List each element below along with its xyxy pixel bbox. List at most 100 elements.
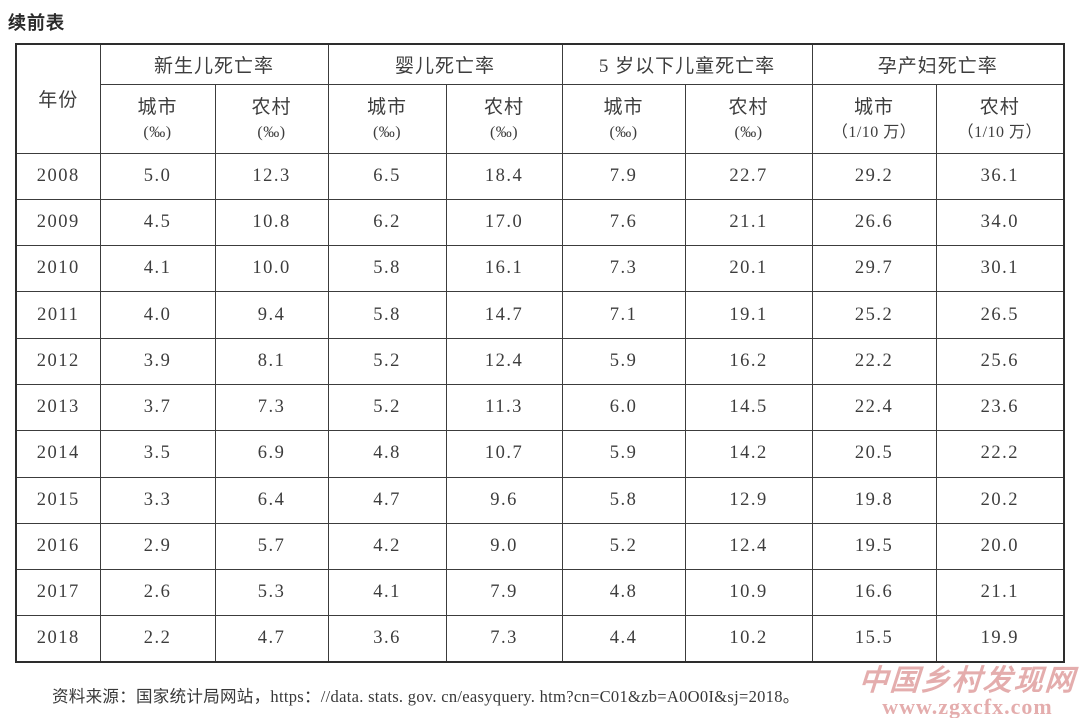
value-cell: 6.0 bbox=[561, 383, 686, 432]
value-cell: 19.5 bbox=[811, 522, 937, 571]
value-cell: 3.9 bbox=[99, 337, 216, 385]
subheader-unit-label: (‰) bbox=[489, 123, 519, 141]
year-cell: 2016 bbox=[15, 522, 101, 571]
subheader-under5-urban: 城市 (‰) bbox=[561, 83, 686, 154]
year-cell: 2010 bbox=[15, 245, 101, 293]
subheader-area-label: 农村 bbox=[484, 97, 525, 119]
subheader-unit-label: (‰) bbox=[734, 123, 763, 141]
table-subheader-row: 城市 (‰) 农村 (‰) 城市 (‰) 农村 (‰) 城市 (‰) bbox=[16, 83, 1065, 154]
subheader-infant-urban: 城市 (‰) bbox=[327, 83, 447, 154]
year-cell: 2018 bbox=[15, 615, 101, 663]
subheader-neonatal-urban: 城市 (‰) bbox=[99, 83, 216, 154]
group-header-under5-mortality: 5 岁以下儿童死亡率 bbox=[561, 43, 813, 85]
value-cell: 4.0 bbox=[99, 291, 216, 339]
subheader-unit-label: （1/10 万） bbox=[957, 123, 1043, 141]
value-cell: 5.3 bbox=[214, 569, 329, 617]
value-cell: 4.1 bbox=[327, 569, 447, 617]
value-cell: 9.6 bbox=[445, 476, 563, 524]
subheader-area-label: 农村 bbox=[251, 97, 292, 119]
value-cell: 7.3 bbox=[561, 245, 686, 293]
table-row: 2011 4.0 9.4 5.8 14.7 7.1 19.1 25.2 26.5 bbox=[15, 291, 1065, 339]
subheader-maternal-urban: 城市 （1/10 万） bbox=[811, 83, 937, 154]
table-row: 2010 4.1 10.0 5.8 16.1 7.3 20.1 29.7 30.1 bbox=[15, 245, 1065, 293]
value-cell: 6.4 bbox=[214, 476, 329, 524]
value-cell: 8.1 bbox=[214, 337, 329, 385]
mortality-table-body: 2008 5.0 12.3 6.5 18.4 7.9 22.7 29.2 36.1 2009 4.5… bbox=[15, 152, 1065, 663]
value-cell: 5.7 bbox=[214, 522, 329, 571]
table-row: 2008 5.0 12.3 6.5 18.4 7.9 22.7 29.2 36.1 bbox=[15, 152, 1065, 200]
watermark: 中国乡村发现网 www.zgxcfx.com bbox=[858, 665, 1077, 718]
subheader-under5-rural: 农村 (‰) bbox=[684, 83, 813, 154]
value-cell: 29.7 bbox=[811, 245, 937, 293]
value-cell: 21.1 bbox=[684, 198, 813, 247]
value-cell: 36.1 bbox=[935, 152, 1065, 200]
value-cell: 4.8 bbox=[561, 569, 686, 617]
table-row: 2014 3.5 6.9 4.8 10.7 5.9 14.2 20.5 22.2 bbox=[15, 430, 1065, 478]
value-cell: 10.0 bbox=[214, 245, 329, 293]
value-cell: 29.2 bbox=[811, 152, 937, 200]
subheader-area-label: 城市 bbox=[367, 97, 408, 119]
value-cell: 6.2 bbox=[327, 198, 447, 247]
table-row: 2018 2.2 4.7 3.6 7.3 4.4 10.2 15.5 19.9 bbox=[15, 615, 1065, 663]
year-cell: 2015 bbox=[15, 476, 101, 524]
value-cell: 34.0 bbox=[935, 198, 1065, 247]
value-cell: 20.5 bbox=[811, 430, 937, 478]
value-cell: 5.9 bbox=[561, 430, 686, 478]
value-cell: 5.2 bbox=[561, 522, 686, 571]
year-cell: 2011 bbox=[15, 291, 101, 339]
subheader-area-label: 城市 bbox=[603, 97, 644, 119]
value-cell: 22.2 bbox=[811, 337, 937, 385]
year-cell: 2013 bbox=[15, 383, 101, 432]
subheader-unit-label: (‰) bbox=[609, 123, 638, 141]
value-cell: 5.2 bbox=[327, 383, 447, 432]
value-cell: 10.2 bbox=[684, 615, 813, 663]
table-header: 年份 新生儿死亡率 婴儿死亡率 5 岁以下儿童死亡率 孕产妇死亡率 城市 (‰)… bbox=[15, 43, 1065, 154]
table-group-header-row: 年份 新生儿死亡率 婴儿死亡率 5 岁以下儿童死亡率 孕产妇死亡率 bbox=[15, 43, 1065, 154]
value-cell: 4.2 bbox=[327, 522, 447, 571]
value-cell: 19.1 bbox=[684, 291, 813, 339]
value-cell: 9.4 bbox=[214, 291, 329, 339]
value-cell: 5.2 bbox=[327, 337, 447, 385]
value-cell: 17.0 bbox=[445, 198, 563, 247]
watermark-url: www.zgxcfx.com bbox=[882, 694, 1053, 718]
value-cell: 23.6 bbox=[935, 383, 1065, 432]
value-cell: 2.9 bbox=[99, 522, 216, 571]
value-cell: 22.7 bbox=[684, 152, 813, 200]
table-row: 2009 4.5 10.8 6.2 17.0 7.6 21.1 26.6 34.0 bbox=[15, 198, 1065, 247]
year-cell: 2012 bbox=[15, 337, 101, 385]
value-cell: 4.1 bbox=[99, 245, 216, 293]
subheader-maternal-rural: 农村 （1/10 万） bbox=[935, 83, 1065, 154]
value-cell: 12.3 bbox=[214, 152, 329, 200]
value-cell: 10.9 bbox=[684, 569, 813, 617]
value-cell: 5.9 bbox=[561, 337, 686, 385]
value-cell: 26.5 bbox=[935, 291, 1065, 339]
value-cell: 14.5 bbox=[684, 383, 813, 432]
year-column-header: 年份 bbox=[15, 43, 101, 154]
value-cell: 2.6 bbox=[99, 569, 216, 617]
group-header-infant-mortality: 婴儿死亡率 bbox=[327, 43, 563, 85]
subheader-unit-label: (‰) bbox=[372, 123, 402, 141]
value-cell: 4.4 bbox=[561, 615, 686, 663]
value-cell: 5.8 bbox=[327, 291, 447, 339]
table-row: 2017 2.6 5.3 4.1 7.9 4.8 10.9 16.6 21.1 bbox=[15, 569, 1065, 617]
subheader-area-label: 城市 bbox=[854, 97, 895, 119]
value-cell: 14.7 bbox=[445, 291, 563, 339]
value-cell: 20.0 bbox=[935, 522, 1065, 571]
source-note: 资料来源：国家统计局网站，https：//data. stats. gov. c… bbox=[52, 687, 800, 706]
value-cell: 4.5 bbox=[99, 198, 216, 247]
subheader-infant-rural: 农村 (‰) bbox=[445, 83, 563, 154]
value-cell: 30.1 bbox=[935, 245, 1065, 293]
value-cell: 5.8 bbox=[327, 245, 447, 293]
value-cell: 5.8 bbox=[561, 476, 686, 524]
subheader-unit-label: (‰) bbox=[143, 123, 172, 141]
value-cell: 14.2 bbox=[684, 430, 813, 478]
value-cell: 9.0 bbox=[445, 522, 563, 571]
value-cell: 6.5 bbox=[327, 152, 447, 200]
value-cell: 4.7 bbox=[214, 615, 329, 663]
table-row: 2016 2.9 5.7 4.2 9.0 5.2 12.4 19.5 20.0 bbox=[15, 522, 1065, 571]
subheader-neonatal-rural: 农村 (‰) bbox=[214, 83, 329, 154]
value-cell: 19.8 bbox=[811, 476, 937, 524]
value-cell: 3.5 bbox=[99, 430, 216, 478]
year-cell: 2008 bbox=[15, 152, 101, 200]
